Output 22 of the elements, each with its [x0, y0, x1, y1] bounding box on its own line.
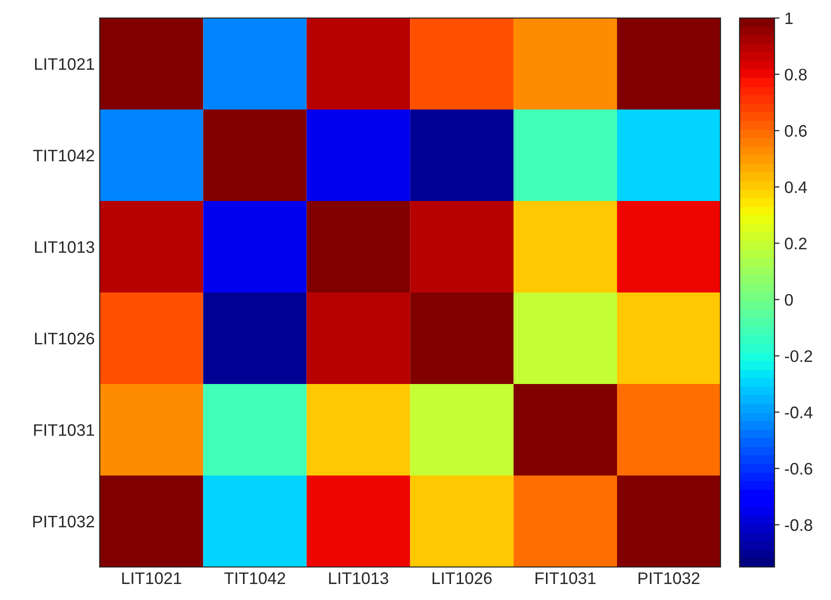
y-tick-label: PIT1032: [33, 516, 94, 528]
y-tick-label: LIT1026: [35, 332, 94, 344]
color-bar-label: -0.6: [784, 462, 812, 475]
y-tick-label: TIT1042: [33, 150, 94, 162]
color-bar-label: -0.4: [784, 406, 812, 418]
x-tick-label: PIT1032: [638, 572, 700, 584]
y-tick-label: FIT1031: [34, 424, 94, 436]
x-tick-label: TIT1042: [224, 572, 286, 584]
y-tick-label: LIT1013: [35, 241, 94, 253]
x-tick-label: LIT1026: [432, 572, 492, 584]
color-bar-label: 0.6: [784, 125, 807, 137]
x-tick-label: LIT1021: [122, 572, 182, 584]
y-tick-label: LIT1021: [35, 58, 94, 70]
color-bar-label: 0.8: [784, 68, 807, 81]
color-bar-label: 1: [785, 12, 793, 24]
color-bar-label: 0.4: [784, 181, 807, 194]
color-bar-label: -0.2: [784, 350, 812, 362]
color-bar-label: 0.2: [784, 238, 807, 250]
x-tick-label: FIT1031: [536, 572, 596, 584]
x-tick-label: LIT1013: [329, 572, 388, 584]
color-bar-label: 0: [784, 294, 793, 306]
color-bar-label: -0.8: [784, 519, 812, 531]
